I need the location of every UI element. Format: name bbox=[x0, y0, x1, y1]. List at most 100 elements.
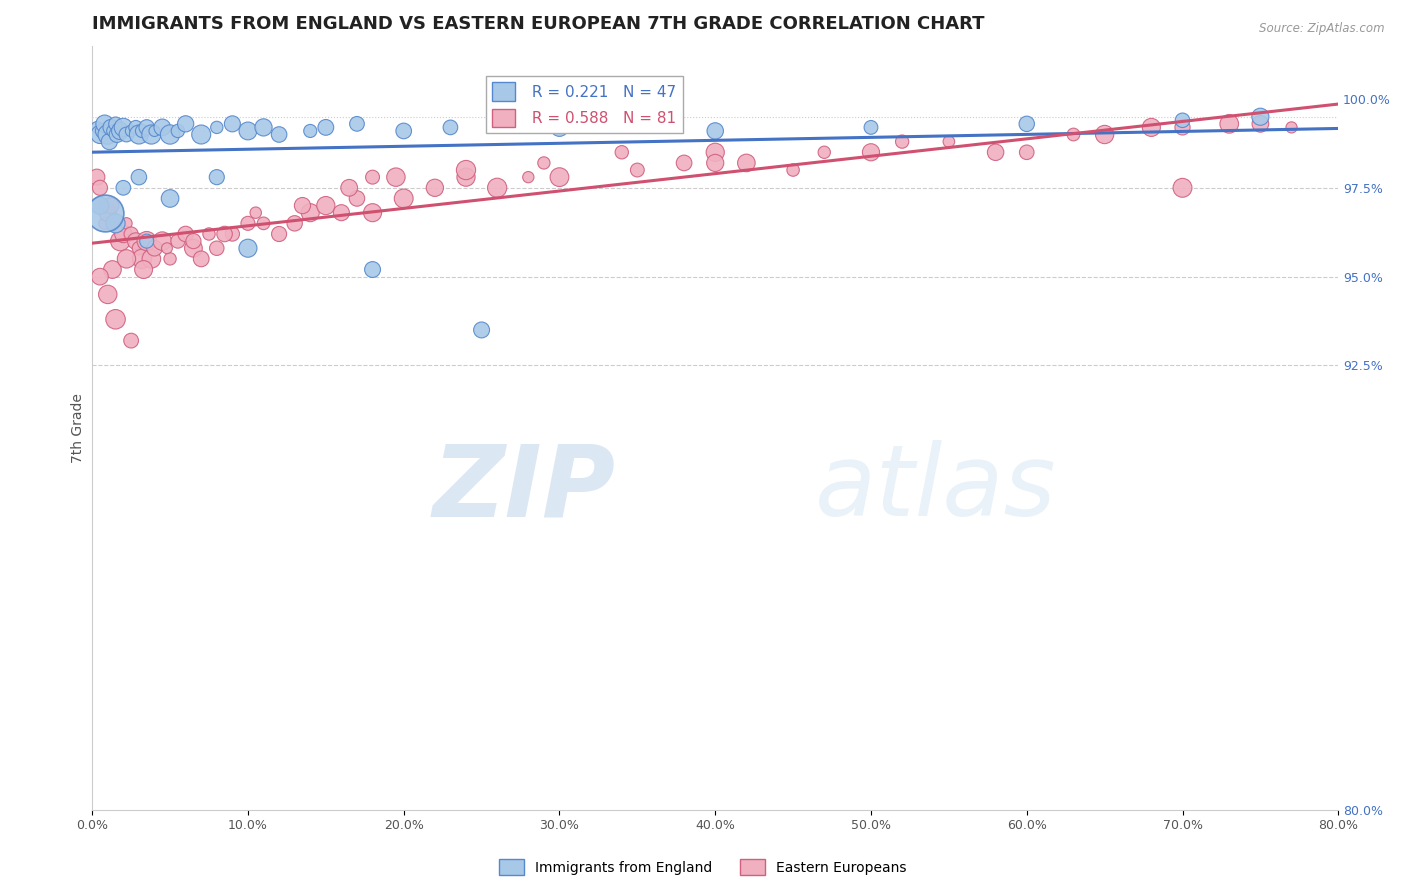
Point bbox=[110, 234, 132, 248]
Point bbox=[205, 241, 228, 255]
Point bbox=[361, 170, 384, 185]
Point bbox=[1094, 128, 1116, 142]
Point bbox=[190, 128, 212, 142]
Point bbox=[299, 124, 322, 138]
Point bbox=[150, 120, 173, 135]
Point bbox=[86, 170, 108, 185]
Point bbox=[89, 198, 111, 212]
Point bbox=[93, 216, 115, 230]
Point bbox=[1015, 145, 1038, 160]
Point bbox=[141, 252, 163, 266]
Point bbox=[346, 191, 368, 205]
Point bbox=[174, 227, 197, 241]
Point bbox=[454, 163, 477, 178]
Point bbox=[439, 120, 461, 135]
Point bbox=[330, 205, 353, 219]
Point bbox=[859, 145, 882, 160]
Point bbox=[346, 117, 368, 131]
Point bbox=[104, 216, 127, 230]
Text: ZIP: ZIP bbox=[433, 441, 616, 537]
Point bbox=[98, 135, 121, 149]
Point bbox=[517, 170, 540, 185]
Point bbox=[104, 117, 127, 131]
Point bbox=[100, 198, 122, 212]
Point bbox=[859, 120, 882, 135]
Point bbox=[110, 124, 132, 138]
Point bbox=[486, 181, 509, 195]
Point bbox=[112, 227, 135, 241]
Point bbox=[128, 170, 150, 185]
Point bbox=[190, 252, 212, 266]
Text: IMMIGRANTS FROM ENGLAND VS EASTERN EUROPEAN 7TH GRADE CORRELATION CHART: IMMIGRANTS FROM ENGLAND VS EASTERN EUROP… bbox=[93, 15, 984, 33]
Point bbox=[125, 120, 148, 135]
Point bbox=[1218, 117, 1240, 131]
Point bbox=[315, 198, 337, 212]
Point bbox=[89, 181, 111, 195]
Point bbox=[97, 205, 120, 219]
Point bbox=[1171, 120, 1194, 135]
Point bbox=[236, 241, 259, 255]
Point bbox=[128, 241, 150, 255]
Y-axis label: 7th Grade: 7th Grade bbox=[72, 392, 86, 463]
Point bbox=[252, 216, 274, 230]
Text: atlas: atlas bbox=[815, 441, 1056, 537]
Point bbox=[166, 124, 188, 138]
Point bbox=[141, 128, 163, 142]
Point bbox=[486, 117, 509, 131]
Point bbox=[236, 124, 259, 138]
Legend:  R = 0.221   N = 47,  R = 0.588   N = 81: R = 0.221 N = 47, R = 0.588 N = 81 bbox=[486, 76, 682, 134]
Point bbox=[143, 241, 166, 255]
Point bbox=[128, 128, 150, 142]
Point bbox=[610, 145, 633, 160]
Point bbox=[101, 262, 124, 277]
Point bbox=[214, 227, 236, 241]
Point bbox=[284, 216, 307, 230]
Point bbox=[104, 312, 127, 326]
Point bbox=[299, 205, 322, 219]
Point bbox=[89, 269, 111, 284]
Point bbox=[548, 120, 571, 135]
Point bbox=[454, 170, 477, 185]
Point bbox=[156, 241, 179, 255]
Point bbox=[626, 117, 648, 131]
Point bbox=[626, 163, 648, 178]
Point bbox=[361, 262, 384, 277]
Legend: Immigrants from England, Eastern Europeans: Immigrants from England, Eastern Europea… bbox=[494, 854, 912, 880]
Point bbox=[143, 124, 166, 138]
Point bbox=[131, 252, 153, 266]
Point bbox=[1171, 181, 1194, 195]
Point bbox=[115, 216, 138, 230]
Point bbox=[120, 334, 142, 348]
Point bbox=[101, 124, 124, 138]
Point bbox=[221, 117, 243, 131]
Point bbox=[361, 205, 384, 219]
Point bbox=[159, 252, 181, 266]
Point bbox=[112, 181, 135, 195]
Point bbox=[315, 120, 337, 135]
Point bbox=[392, 124, 415, 138]
Point bbox=[548, 170, 571, 185]
Point bbox=[673, 156, 696, 170]
Point bbox=[159, 191, 181, 205]
Point bbox=[813, 145, 835, 160]
Point bbox=[221, 227, 243, 241]
Point bbox=[385, 170, 408, 185]
Point bbox=[125, 234, 148, 248]
Point bbox=[132, 262, 155, 277]
Point bbox=[112, 120, 135, 135]
Point bbox=[291, 198, 314, 212]
Point bbox=[782, 163, 804, 178]
Point bbox=[891, 135, 914, 149]
Point bbox=[704, 156, 727, 170]
Point bbox=[1015, 117, 1038, 131]
Point bbox=[269, 128, 291, 142]
Point bbox=[471, 323, 494, 337]
Point bbox=[135, 234, 157, 248]
Point bbox=[1140, 120, 1163, 135]
Point bbox=[392, 191, 415, 205]
Point bbox=[704, 145, 727, 160]
Point bbox=[120, 227, 142, 241]
Point bbox=[93, 117, 115, 131]
Point bbox=[174, 117, 197, 131]
Point bbox=[93, 205, 115, 219]
